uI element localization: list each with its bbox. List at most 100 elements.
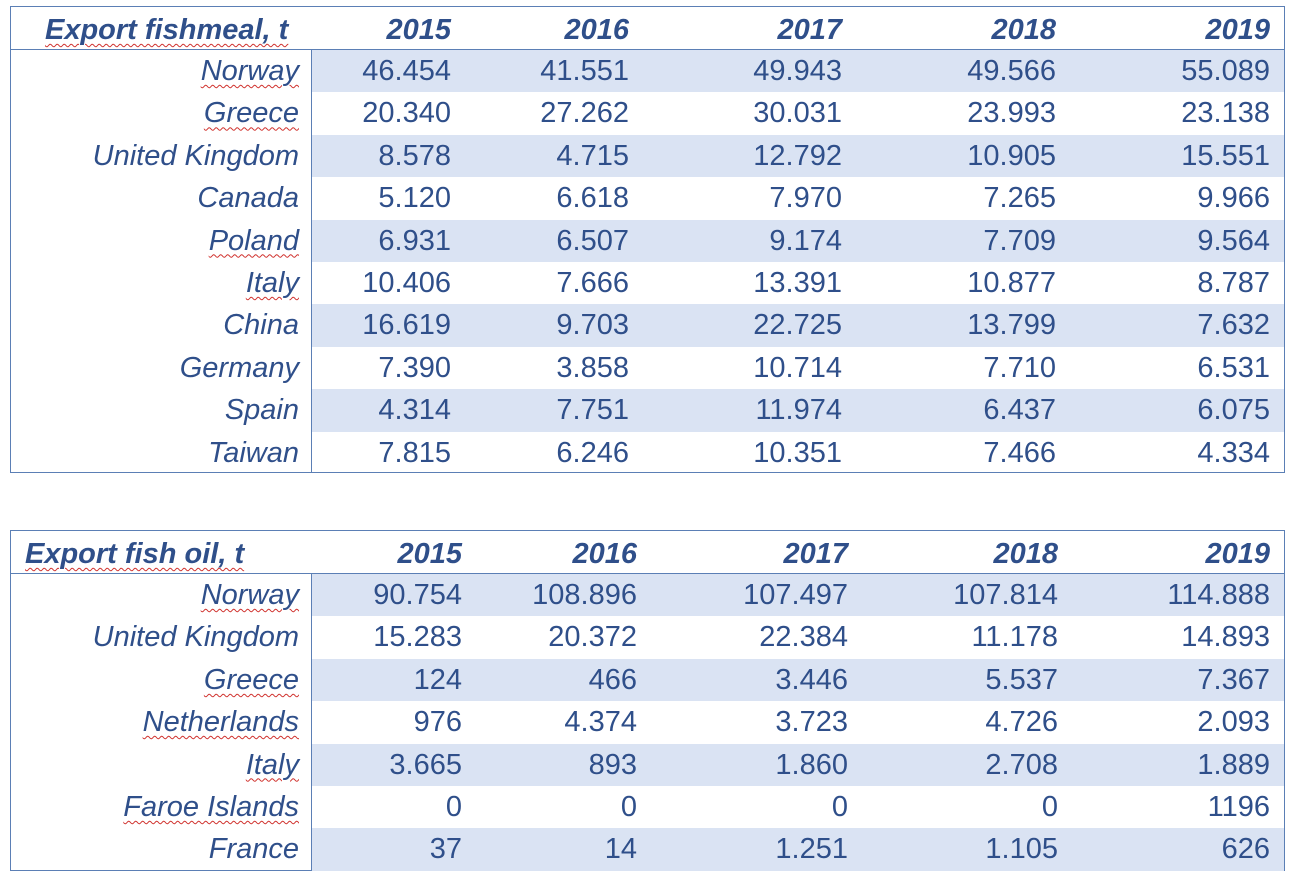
country-name-text: Poland — [208, 224, 299, 257]
value-cell: 9.174 — [769, 224, 842, 257]
fishmeal-year-2019: 2019 — [1205, 14, 1270, 46]
fishoil-year-2019: 2019 — [1205, 538, 1270, 570]
row-shading — [312, 828, 1284, 871]
row-shading — [312, 304, 1284, 347]
value-cell: 10.406 — [362, 267, 451, 299]
fishoil-year-2015: 2015 — [397, 538, 462, 570]
table-row: Canada 5.120 6.618 7.970 7.265 9.966 — [11, 177, 1284, 219]
fishmeal-year-2016: 2016 — [564, 14, 629, 46]
country-name: Spain — [11, 389, 299, 431]
row-shading — [312, 134, 1284, 178]
country-name: Greece — [11, 92, 299, 134]
fishmeal-body: Norway 46.454 41.551 49.943 49.566 55.089 Gree… — [11, 50, 1284, 472]
fishoil-country-column — [11, 574, 312, 870]
country-name-text: Norway — [200, 55, 299, 87]
value-cell: 37 — [429, 833, 462, 866]
value-cell: 7.632 — [1197, 309, 1270, 342]
value-cell: 10.351 — [753, 436, 842, 469]
value-cell: 6.507 — [556, 224, 629, 257]
country-name-text: Taiwan — [208, 436, 299, 469]
value-cell: 124 — [413, 663, 462, 696]
value-cell: 3.723 — [775, 706, 848, 739]
fishmeal-title: Export fishmeal, t — [45, 7, 288, 49]
table-row: Greece 124 466 3.446 5.537 7.367 — [11, 658, 1284, 702]
value-cell: 893 — [588, 748, 637, 781]
row-shading — [312, 50, 1284, 93]
value-cell: 107.497 — [743, 579, 848, 611]
country-name: China — [11, 304, 299, 346]
value-cell: 9.703 — [556, 309, 629, 342]
row-shading — [312, 574, 1284, 617]
value-cell: 7.751 — [556, 394, 629, 427]
country-name: Faroe Islands — [11, 786, 299, 828]
row-shading — [312, 219, 1284, 262]
table-row: Italy 10.406 7.666 13.391 10.877 8.787 — [11, 262, 1284, 304]
value-cell: 2.093 — [1197, 706, 1270, 739]
value-cell: 7.666 — [556, 267, 629, 299]
value-cell: 108.896 — [532, 579, 637, 611]
country-name-text: Italy — [245, 267, 299, 299]
fishoil-year-2018: 2018 — [993, 538, 1058, 570]
country-name: Italy — [11, 744, 299, 786]
value-cell: 9.564 — [1197, 224, 1270, 257]
country-name: Germany — [11, 347, 299, 389]
value-cell: 7.815 — [378, 436, 451, 469]
country-name-text: Greece — [203, 663, 299, 696]
row-shading — [312, 743, 1284, 786]
value-cell: 6.437 — [983, 394, 1056, 427]
country-name-text: Germany — [179, 351, 299, 384]
country-name-text: China — [223, 309, 299, 342]
value-cell: 1.889 — [1197, 748, 1270, 781]
value-cell: 626 — [1221, 833, 1270, 866]
value-cell: 5.537 — [985, 663, 1058, 696]
country-name: United Kingdom — [11, 135, 299, 177]
value-cell: 22.384 — [759, 621, 848, 654]
table-row: Netherlands 976 4.374 3.723 4.726 2.093 — [11, 701, 1284, 743]
value-cell: 23.138 — [1181, 97, 1270, 130]
value-cell: 6.618 — [556, 182, 629, 215]
value-cell: 1.105 — [985, 833, 1058, 866]
table-row: Italy 3.665 893 1.860 2.708 1.889 — [11, 743, 1284, 786]
table-row: Norway 90.754 108.896 107.497 107.814 114.888 — [11, 574, 1284, 617]
fishoil-body: Norway 90.754 108.896 107.497 107.814 114.888… — [11, 574, 1284, 871]
country-name-text: Italy — [245, 748, 299, 781]
table-row: China 16.619 9.703 22.725 13.799 7.632 — [11, 304, 1284, 347]
value-cell: 49.943 — [753, 55, 842, 87]
table-row: Poland 6.931 6.507 9.174 7.709 9.564 — [11, 219, 1284, 262]
country-name: Poland — [11, 220, 299, 262]
value-cell: 976 — [413, 706, 462, 739]
value-cell: 14 — [604, 833, 637, 866]
value-cell: 22.725 — [753, 309, 842, 342]
value-cell: 3.858 — [556, 351, 629, 384]
value-cell: 11.178 — [971, 621, 1058, 654]
fishmeal-title-text: Export fishmeal, t — [45, 14, 289, 46]
table-row: Faroe Islands 0 0 0 0 1196 — [11, 786, 1284, 828]
country-name: Taiwan — [11, 432, 299, 474]
fishoil-title: Export fish oil, t — [25, 531, 244, 573]
value-cell: 27.262 — [540, 97, 629, 130]
value-cell: 7.709 — [983, 224, 1056, 257]
value-cell: 1196 — [1207, 791, 1270, 823]
country-name-text: United Kingdom — [92, 139, 299, 172]
value-cell: 16.619 — [362, 309, 451, 342]
fishoil-title-text: Export fish oil, t — [25, 538, 245, 570]
value-cell: 4.374 — [564, 706, 637, 739]
table-row: Taiwan 7.815 6.246 10.351 7.466 4.334 — [11, 432, 1284, 474]
country-name: Canada — [11, 177, 299, 219]
value-cell: 6.531 — [1197, 351, 1270, 384]
value-cell: 4.715 — [556, 139, 629, 172]
value-cell: 3.446 — [775, 663, 848, 696]
value-cell: 15.551 — [1181, 139, 1270, 172]
fishmeal-year-2018: 2018 — [991, 14, 1056, 46]
value-cell: 466 — [588, 663, 637, 696]
value-cell: 20.372 — [548, 621, 637, 654]
value-cell: 6.075 — [1197, 394, 1270, 427]
table-row: United Kingdom 15.283 20.372 22.384 11.178 14… — [11, 616, 1284, 658]
country-name: Greece — [11, 659, 299, 701]
row-shading — [312, 658, 1284, 702]
country-name: United Kingdom — [11, 616, 299, 658]
value-cell: 14.893 — [1181, 621, 1270, 654]
value-cell: 107.814 — [953, 579, 1058, 611]
value-cell: 13.391 — [753, 267, 842, 299]
value-cell: 9.966 — [1197, 182, 1270, 215]
